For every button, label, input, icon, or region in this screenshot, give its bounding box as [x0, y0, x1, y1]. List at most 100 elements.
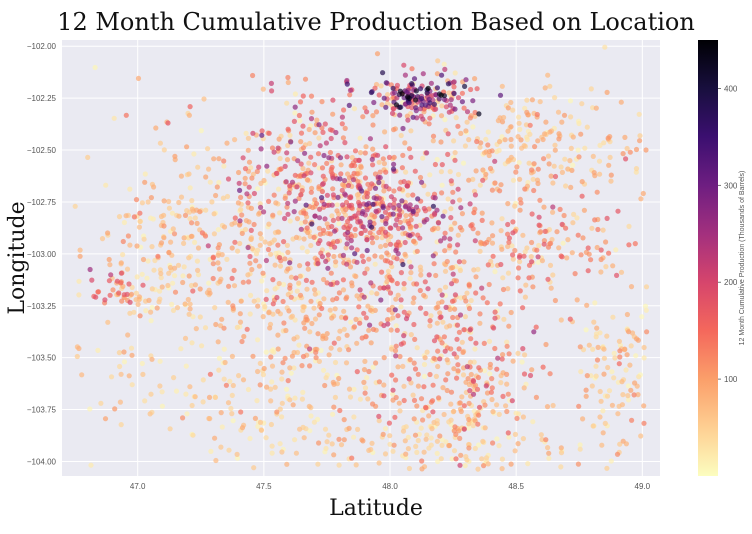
scatter-point [251, 221, 257, 228]
scatter-point [406, 465, 412, 472]
scatter-point [387, 290, 394, 296]
scatter-point [329, 164, 335, 170]
scatter-point [297, 118, 303, 124]
scatter-point [641, 355, 647, 361]
scatter-point [428, 313, 434, 319]
scatter-point [167, 426, 173, 432]
scatter-point [503, 403, 509, 409]
scatter-point [434, 71, 440, 77]
scatter-point [556, 245, 562, 251]
scatter-point [358, 164, 364, 170]
scatter-point [391, 205, 397, 211]
scatter-point [412, 336, 418, 342]
scatter-point [529, 97, 536, 103]
scatter-point [287, 218, 293, 224]
scatter-point [348, 319, 354, 325]
scatter-point [269, 379, 275, 385]
scatter-point [346, 102, 352, 108]
scatter-point [411, 238, 417, 244]
scatter-point [610, 263, 616, 269]
scatter-point [391, 201, 397, 207]
scatter-point [161, 235, 167, 241]
scatter-point [323, 258, 329, 264]
scatter-point [435, 363, 441, 370]
scatter-point [433, 272, 439, 279]
scatter-point [595, 344, 601, 350]
x-tick-label: 49.0 [635, 482, 651, 491]
scatter-point [596, 158, 603, 164]
scatter-point [462, 83, 468, 89]
scatter-point [256, 263, 262, 269]
scatter-point [438, 238, 444, 244]
scatter-point [190, 314, 196, 320]
scatter-point [315, 151, 322, 157]
scatter-point [614, 451, 621, 457]
scatter-point [427, 371, 433, 378]
scatter-point [643, 147, 649, 153]
scatter-point [332, 228, 338, 234]
scatter-point [357, 396, 363, 402]
scatter-point [307, 428, 313, 434]
scatter-point [543, 437, 549, 443]
scatter-point [486, 338, 493, 344]
scatter-point [405, 192, 411, 198]
scatter-point [443, 439, 449, 445]
scatter-point [408, 217, 414, 223]
scatter-point [226, 447, 232, 453]
scatter-point [397, 186, 403, 192]
scatter-point [624, 145, 630, 152]
scatter-point [203, 174, 209, 180]
scatter-point [286, 190, 292, 196]
scatter-point [492, 180, 498, 186]
scatter-point [360, 258, 366, 265]
scatter-point [374, 235, 380, 241]
scatter-point [230, 418, 236, 424]
scatter-point [457, 435, 463, 441]
scatter-point [421, 361, 428, 368]
scatter-point [212, 305, 218, 311]
scatter-point [347, 394, 354, 400]
scatter-point [375, 152, 381, 158]
scatter-point [309, 221, 315, 227]
scatter-point [584, 124, 590, 130]
scatter-point [510, 256, 516, 262]
scatter-point [431, 355, 437, 361]
scatter-point [384, 100, 391, 106]
scatter-point [443, 104, 449, 110]
scatter-point [137, 218, 143, 224]
scatter-point [562, 156, 568, 162]
scatter-point [391, 154, 397, 160]
scatter-point [521, 371, 528, 377]
scatter-point [170, 280, 176, 286]
scatter-point [429, 227, 436, 233]
scatter-point [439, 340, 445, 346]
scatter-point [186, 273, 192, 279]
scatter-point [448, 206, 454, 212]
scatter-point [359, 253, 365, 259]
scatter-point [363, 315, 369, 321]
scatter-point [295, 158, 301, 164]
scatter-point [229, 353, 235, 359]
scatter-point [171, 231, 178, 237]
scatter-point [388, 277, 394, 283]
scatter-point [379, 269, 385, 275]
scatter-point [118, 371, 124, 377]
scatter-point [87, 406, 93, 412]
scatter-point [390, 211, 396, 217]
scatter-point [285, 249, 291, 255]
scatter-point [249, 266, 255, 273]
scatter-point [304, 286, 310, 292]
scatter-point [308, 154, 314, 160]
scatter-point [528, 254, 534, 260]
scatter-point [545, 153, 552, 159]
scatter-point [211, 231, 217, 237]
scatter-point [298, 161, 304, 167]
scatter-point [178, 194, 185, 200]
scatter-point [129, 352, 135, 358]
scatter-point [213, 192, 219, 199]
scatter-point [292, 395, 298, 401]
scatter-point [205, 243, 211, 249]
scatter-point [88, 462, 94, 468]
scatter-point [527, 372, 534, 379]
scatter-point [499, 246, 505, 252]
